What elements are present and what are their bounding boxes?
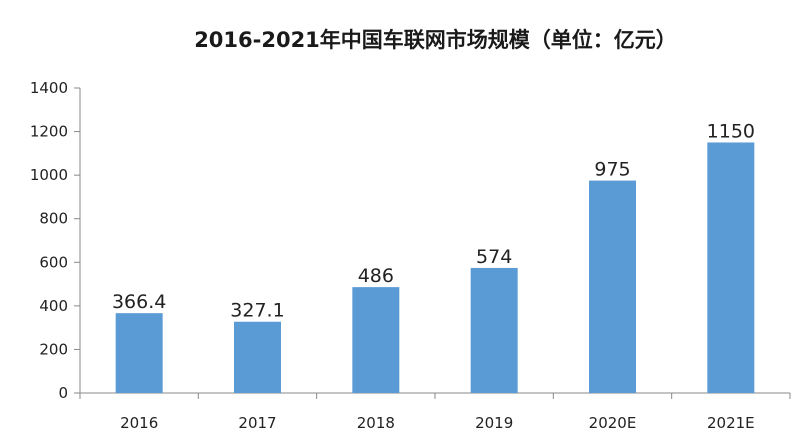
bar — [470, 267, 518, 393]
chart-title: 2016-2021年中国车联网市场规模（单位：亿元） — [194, 28, 677, 52]
y-tick-label: 600 — [39, 253, 68, 271]
bar — [352, 287, 400, 393]
x-tick-label: 2018 — [357, 414, 395, 432]
x-tick-label: 2019 — [475, 414, 513, 432]
data-label: 574 — [476, 246, 512, 268]
data-label: 486 — [358, 265, 394, 287]
x-tick-label: 2017 — [238, 414, 276, 432]
y-tick-label: 0 — [58, 384, 68, 402]
data-label: 975 — [594, 159, 630, 181]
bar — [707, 142, 755, 393]
y-tick-label: 400 — [39, 297, 68, 315]
x-tick-label: 2021E — [707, 414, 755, 432]
y-tick-label: 1000 — [30, 166, 68, 184]
y-tick-label: 800 — [39, 210, 68, 228]
data-label: 327.1 — [230, 300, 284, 322]
x-tick-label: 2016 — [120, 414, 158, 432]
bar — [115, 313, 163, 393]
data-label: 1150 — [707, 120, 755, 142]
data-label: 366.4 — [112, 291, 166, 313]
y-tick-label: 1200 — [30, 123, 68, 141]
bar — [234, 321, 281, 393]
y-tick-label: 200 — [39, 340, 68, 358]
y-tick-label: 1400 — [30, 79, 68, 97]
x-tick-label: 2020E — [589, 414, 637, 432]
bar — [589, 180, 636, 393]
